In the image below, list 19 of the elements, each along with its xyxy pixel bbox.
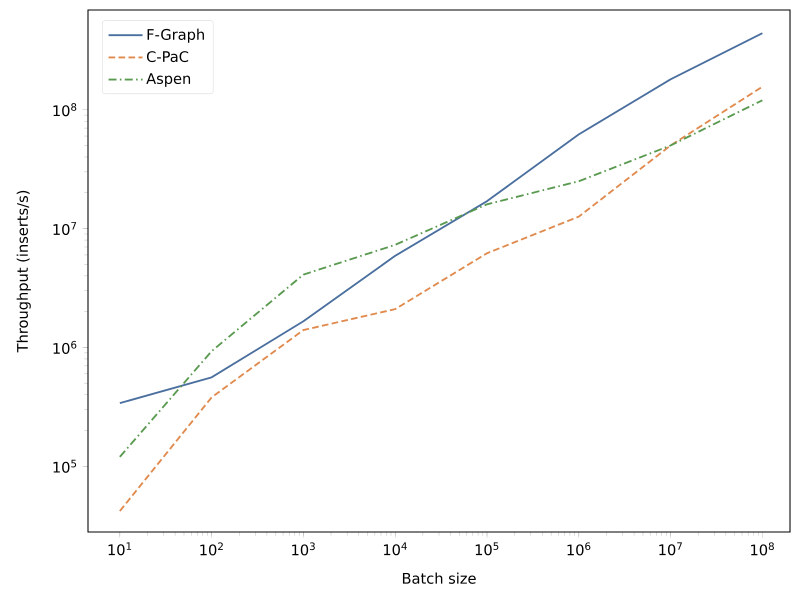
x-tick-label: 10$^{4}$ [384,542,407,556]
y-tick-label: 10$^{7}$ [53,222,76,236]
x-tick-label: 10$^{1}$ [108,542,132,556]
y-tick-label: 10$^{6}$ [53,340,76,354]
y-axis-title: Throughput (inserts/s) [16,190,31,352]
legend-label: Aspen [146,73,190,87]
y-tick-label: 10$^{8}$ [53,103,76,116]
x-tick-label: 10$^{7}$ [659,542,682,556]
x-tick-label: 10$^{3}$ [292,542,315,556]
y-tick-label: 10$^{5}$ [53,460,76,473]
line-series [118,86,764,512]
legend-label: C-PaC [146,51,188,62]
legend-label: F-Graph [148,28,204,43]
line-series [118,99,764,458]
x-tick-label: 10$^{2}$ [200,542,223,556]
x-axis-title: Batch size [402,572,476,584]
x-tick-label: 10$^{6}$ [568,542,590,556]
x-tick-label: 10$^{8}$ [751,542,774,556]
x-tick-label: 10$^{5}$ [476,542,498,556]
